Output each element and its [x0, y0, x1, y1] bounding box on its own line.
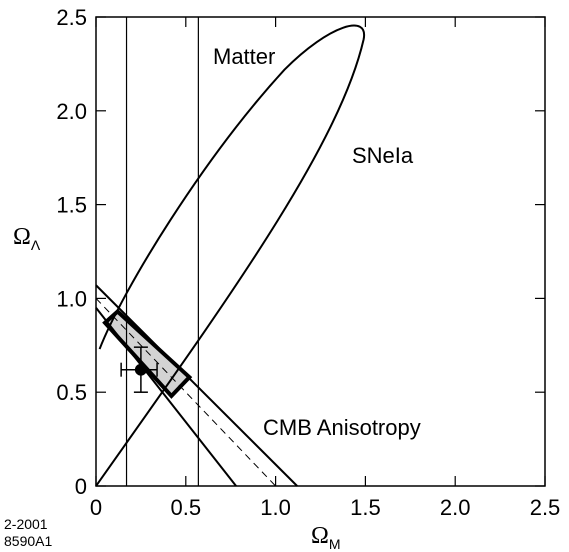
annotation-sneia: SNeIa [352, 143, 414, 168]
y-tick-label: 0.5 [56, 380, 87, 405]
annotation-matter: Matter [213, 44, 275, 69]
x-tick-label: 2.5 [530, 495, 561, 520]
sneia-ellipse [95, 24, 366, 487]
x-axis-ticks: 0 0.5 1.0 1.5 2.0 2.5 [90, 17, 560, 520]
svg-text:ΩΛ: ΩΛ [13, 224, 41, 253]
overlap-region [102, 308, 193, 399]
y-axis-title-symbol: Ω [13, 224, 31, 250]
figure-id-number: 8590A1 [4, 533, 52, 549]
x-tick-label: 0 [90, 495, 102, 520]
x-tick-label: 2.0 [440, 495, 471, 520]
cmb-band-lower-edge [95, 307, 237, 487]
y-tick-label: 2.5 [56, 5, 87, 30]
y-tick-label: 1.5 [56, 193, 87, 218]
plot-marks [95, 17, 366, 487]
flat-universe-line [95, 298, 276, 487]
x-tick-label: 0.5 [171, 495, 202, 520]
annotation-cmb-anisotropy: CMB Anisotropy [263, 415, 421, 440]
svg-text:ΩM: ΩM [311, 523, 341, 552]
plot-frame [95, 16, 546, 487]
y-tick-label: 2.0 [56, 99, 87, 124]
y-axis-ticks: 0 0.5 1.0 1.5 2.0 2.5 [56, 5, 545, 499]
y-axis-title: ΩΛ [13, 224, 41, 253]
y-tick-label: 1.0 [56, 286, 87, 311]
x-tick-label: 1.0 [260, 495, 291, 520]
y-tick-label: 0 [75, 474, 87, 499]
x-axis-title-subscript: M [329, 536, 341, 552]
y-axis-title-subscript: Λ [31, 237, 41, 253]
figure-id-date: 2-2001 [4, 516, 48, 532]
x-axis-title-symbol: Ω [311, 523, 329, 549]
data-point [134, 363, 147, 376]
x-axis-title: ΩM [311, 523, 341, 552]
x-tick-label: 1.5 [350, 495, 381, 520]
cmb-band-upper-edge [95, 284, 298, 487]
